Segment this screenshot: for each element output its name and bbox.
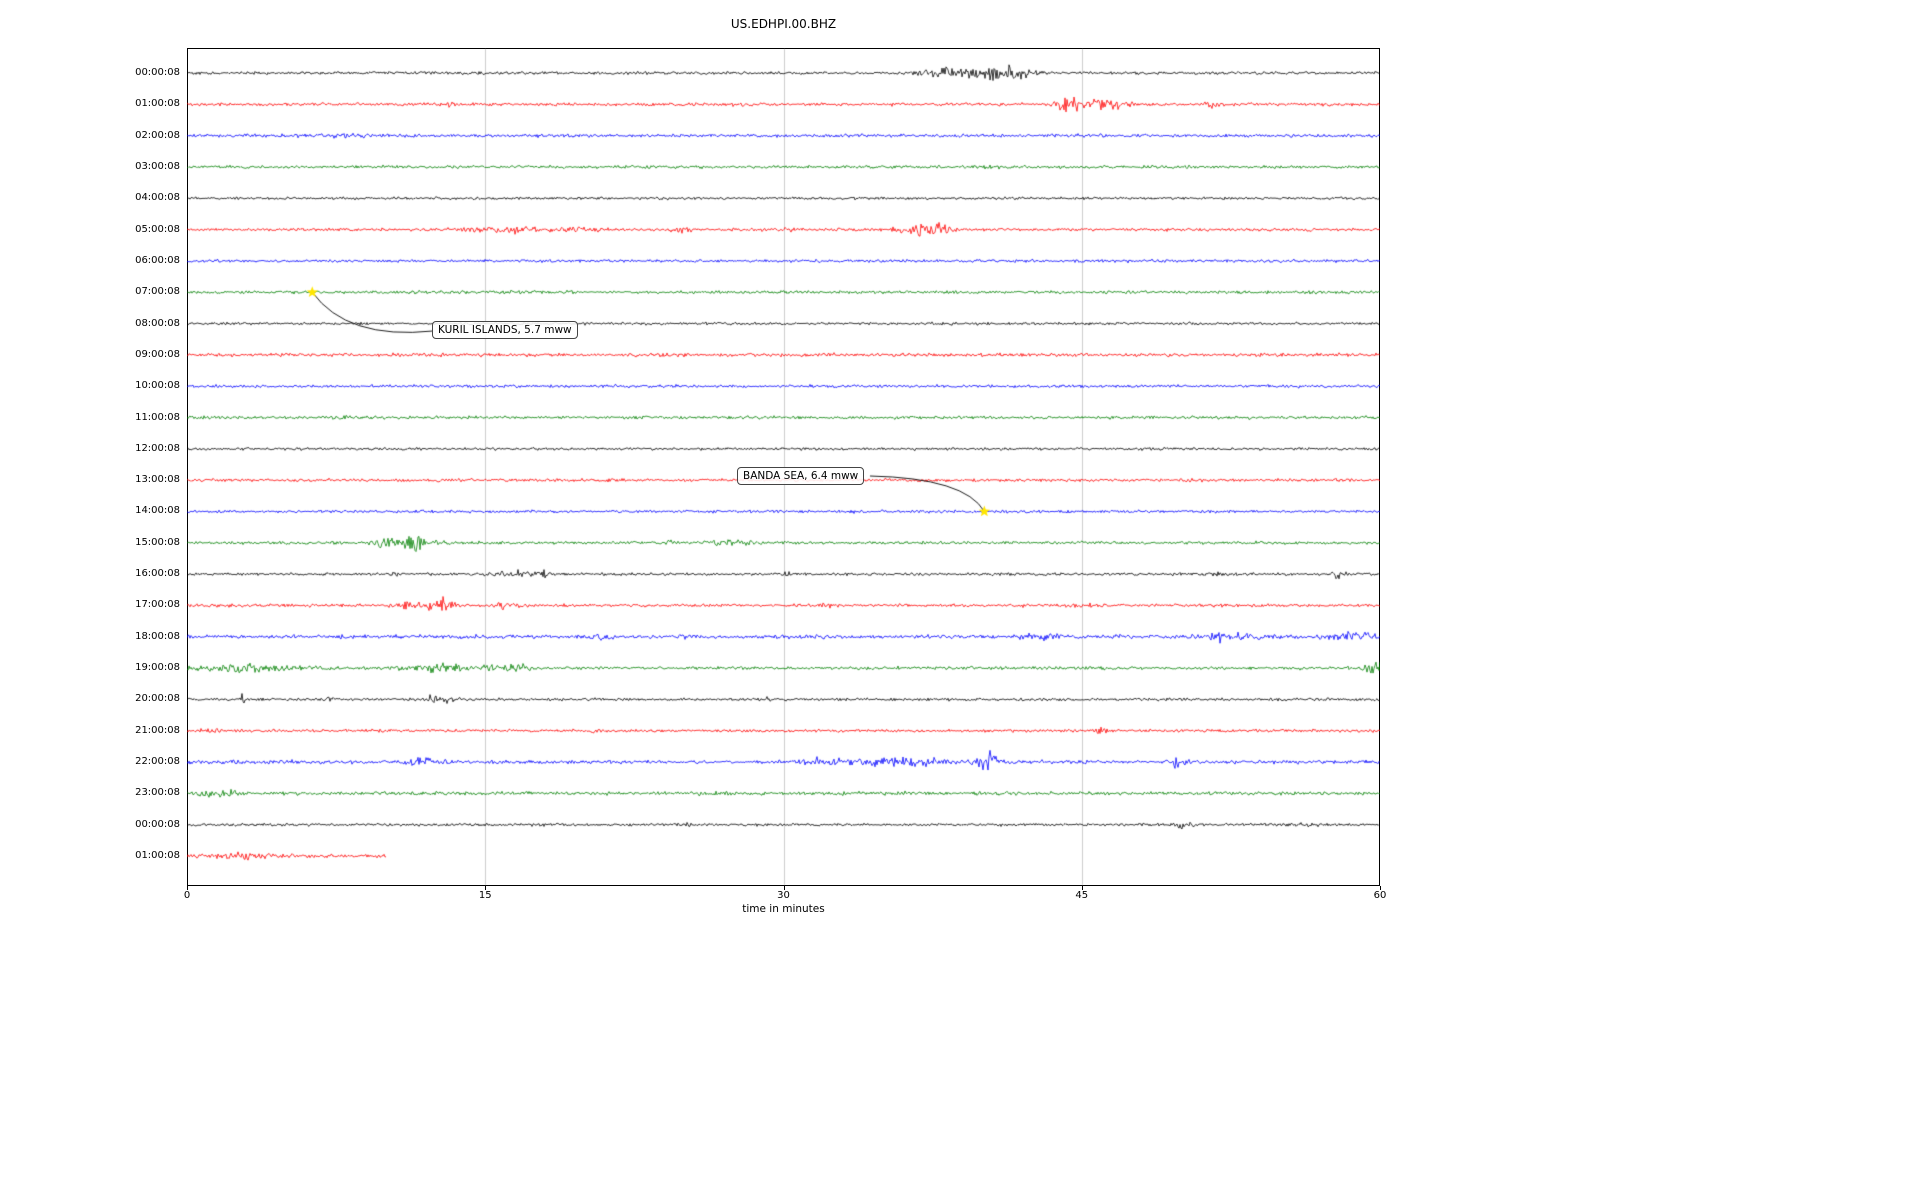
x-tick-label: 0 (183, 890, 191, 901)
row-time-label: 17:00:08 (135, 599, 180, 611)
row-time-label: 22:00:08 (135, 756, 180, 768)
row-time-label: 19:00:08 (135, 662, 180, 674)
x-tick-mark (1081, 886, 1083, 890)
row-time-label: 03:00:08 (135, 160, 180, 172)
row-time-label: 04:00:08 (135, 192, 180, 204)
x-tick-label: 30 (777, 890, 790, 901)
row-time-label: 15:00:08 (135, 536, 180, 548)
row-time-label: 07:00:08 (135, 286, 180, 298)
row-time-label: 06:00:08 (135, 254, 180, 266)
row-time-label: 10:00:08 (135, 380, 180, 392)
row-time-label: 01:00:08 (135, 98, 180, 110)
x-tick-label: 15 (478, 890, 492, 901)
row-time-label: 05:00:08 (135, 223, 180, 235)
row-time-label: 00:00:08 (135, 818, 180, 830)
row-time-label: 02:00:08 (135, 129, 180, 141)
x-tick-mark (783, 886, 785, 890)
row-time-label: 13:00:08 (135, 474, 180, 486)
x-tick-label: 60 (1373, 890, 1387, 901)
row-time-label: 14:00:08 (135, 505, 180, 517)
row-time-label: 00:00:08 (135, 67, 180, 78)
row-time-label: 09:00:08 (135, 348, 180, 360)
row-time-label: 23:00:08 (135, 787, 180, 799)
row-time-label: 18:00:08 (135, 630, 180, 642)
row-time-label: 20:00:08 (135, 693, 180, 705)
event-annotation-kuril-islands: KURIL ISLANDS, 5.7 mww (432, 321, 578, 339)
x-tick-mark (1380, 886, 1381, 890)
row-time-label: 11:00:08 (135, 411, 180, 423)
row-time-label: 16:00:08 (135, 568, 180, 580)
event-annotation-banda-sea: BANDA SEA, 6.4 mww (737, 467, 865, 485)
row-time-label: 12:00:08 (135, 442, 180, 454)
x-axis-label: time in minutes (742, 903, 825, 915)
row-time-label: 08:00:08 (135, 317, 180, 329)
x-tick-mark (485, 886, 487, 890)
chart-title: US.EDHPI.00.BHZ (730, 17, 837, 31)
row-time-label: 01:00:08 (135, 850, 180, 861)
row-time-label: 21:00:08 (135, 724, 180, 736)
x-tick-label: 45 (1075, 890, 1089, 901)
x-tick-mark (187, 886, 188, 890)
